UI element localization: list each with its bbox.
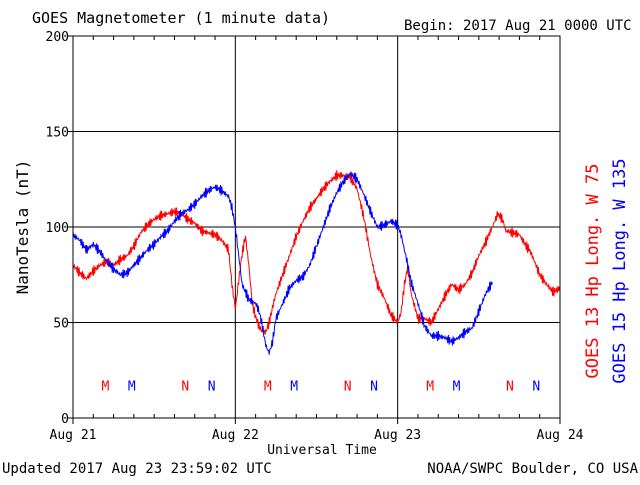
x-tick-label: Aug 21 (50, 428, 97, 443)
y-axis-label: NanoTesla (nT) (13, 160, 32, 295)
annotation-n: N (181, 380, 189, 395)
y-tick-label: 100 (46, 221, 69, 236)
annotation-n: N (532, 380, 540, 395)
series-line-goes13 (72, 170, 561, 335)
source-credit: NOAA/SWPC Boulder, CO USA (427, 461, 638, 477)
y-tick-label: 200 (46, 30, 69, 45)
annotation-m: M (102, 380, 110, 395)
annotation-n: N (370, 380, 378, 395)
annotation-m: M (128, 380, 136, 395)
annotation-n: N (506, 380, 514, 395)
chart-title: GOES Magnetometer (1 minute data) (32, 9, 330, 27)
series-line-goes15 (72, 171, 493, 355)
x-tick-label: Aug 24 (537, 428, 584, 443)
x-tick-label: Aug 22 (212, 428, 259, 443)
legend-goes15: GOES 15 Hp Long. W 135 (610, 158, 630, 383)
x-tick-label: Aug 23 (374, 428, 421, 443)
annotation-m: M (290, 380, 298, 395)
begin-time-label: Begin: 2017 Aug 21 0000 UTC (404, 18, 632, 34)
updated-timestamp: Updated 2017 Aug 23 23:59:02 UTC (2, 461, 272, 477)
series-lines (72, 170, 561, 355)
y-tick-label: 150 (46, 126, 69, 141)
annotation-n: N (208, 380, 216, 395)
annotation-n: N (344, 380, 352, 395)
y-tick-label: 50 (53, 317, 69, 332)
annotation-m: M (264, 380, 272, 395)
annotation-m: M (453, 380, 461, 395)
annotation-m: M (426, 380, 434, 395)
y-tick-label: 0 (61, 412, 69, 427)
x-axis-label: Universal Time (267, 443, 377, 458)
legend-goes13: GOES 13 Hp Long. W 75 (583, 164, 603, 379)
axis-ticks: 0 50 100 150 200 Aug 21 Aug 22 Aug 23 Aug 24 (46, 30, 584, 443)
